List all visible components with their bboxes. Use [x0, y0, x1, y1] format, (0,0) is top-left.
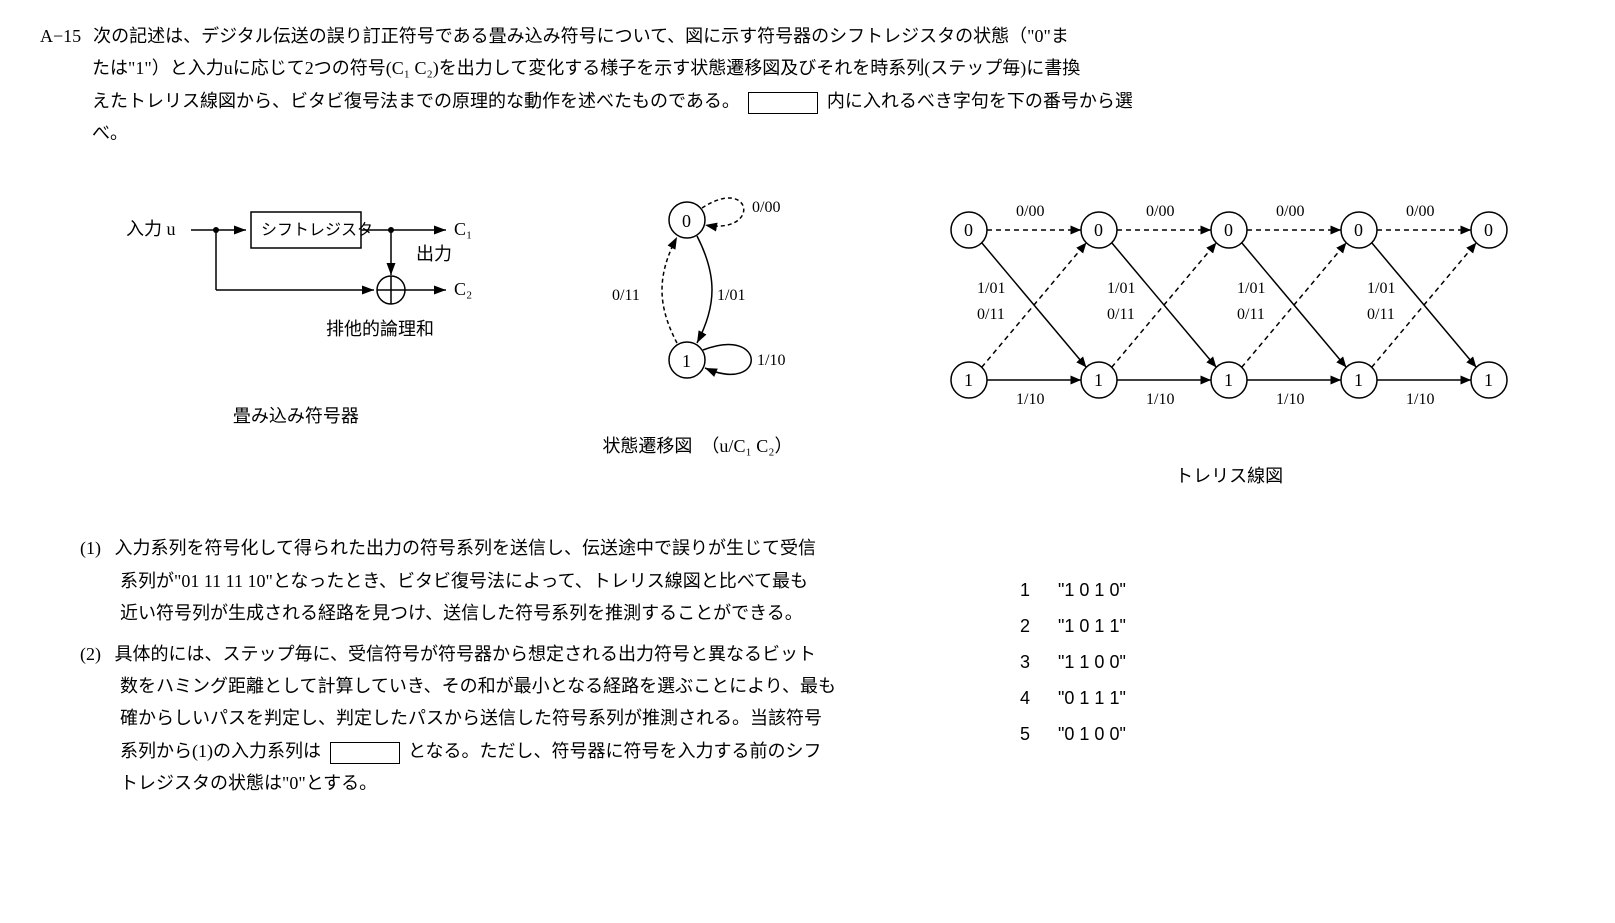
edge00: 0/00 [752, 199, 780, 216]
svg-text:1: 1 [964, 370, 973, 390]
blank-box-2 [330, 742, 400, 764]
ans-val: "1 0 1 0" [1058, 580, 1126, 600]
p2-l4b: となる。ただし、符号器に符号を入力する前のシフ [408, 741, 821, 761]
question-text-4: べ。 [40, 117, 1575, 149]
ans-val: "0 1 0 0" [1058, 724, 1126, 744]
output-label: 出力 [416, 244, 452, 264]
svg-text:0/00: 0/00 [1406, 203, 1434, 220]
p2-num: (2) [80, 638, 101, 670]
svg-text:0: 0 [1094, 220, 1103, 240]
ans-num: 1 [1020, 572, 1048, 608]
svg-text:1: 1 [1484, 370, 1493, 390]
edge110: 1/10 [757, 352, 785, 369]
p1-l1: 入力系列を符号化して得られた出力の符号系列を送信し、伝送途中で誤りが生じて受信 [115, 538, 816, 558]
question-header: A−15 次の記述は、デジタル伝送の誤り訂正符号である畳み込み符号について、図に示… [40, 20, 1575, 150]
svg-text:1/01: 1/01 [1237, 280, 1265, 297]
svg-text:1/10: 1/10 [1406, 391, 1434, 408]
svg-text:0/11: 0/11 [1237, 306, 1265, 323]
encoder-caption: 畳み込み符号器 [116, 400, 476, 432]
question-text-1: 次の記述は、デジタル伝送の誤り訂正符号である畳み込み符号について、図に示す符号器… [93, 26, 1069, 46]
trellis-diagram: 0/00 1/10 1/01 0/11 0/00 1/10 1/01 0/11 0/00 1/10… [919, 180, 1539, 493]
state0: 0 [682, 211, 691, 231]
svg-text:0/00: 0/00 [1276, 203, 1304, 220]
trellis-caption: トレリス線図 [919, 460, 1539, 492]
blank-box [748, 92, 818, 114]
svg-text:1: 1 [1354, 370, 1363, 390]
svg-text:0: 0 [1354, 220, 1363, 240]
p2-l2: 数をハミング距離として計算していき、その和が最小となる経路を選ぶことにより、最も [80, 670, 980, 702]
register-label: シフトレジスタ [261, 221, 373, 239]
ans-val: "1 0 1 1" [1058, 616, 1126, 636]
xor-label: 排他的論理和 [326, 319, 434, 339]
state-svg: 0 1 0/00 1/10 1/01 0/11 [567, 180, 827, 410]
svg-text:1: 1 [1224, 370, 1233, 390]
p1-num: (1) [80, 532, 101, 564]
svg-text:0: 0 [1224, 220, 1233, 240]
trellis-svg: 0/00 1/10 1/01 0/11 0/00 1/10 1/01 0/11 0/00 1/10… [919, 180, 1539, 440]
p2-l4a: 系列から(1)の入力系列は [120, 741, 321, 761]
svg-text:1/10: 1/10 [1276, 391, 1304, 408]
ans-num: 4 [1020, 680, 1048, 716]
ans-val: "1 1 0 0" [1058, 652, 1126, 672]
svg-text:1/10: 1/10 [1016, 391, 1044, 408]
svg-text:0/11: 0/11 [1367, 306, 1395, 323]
ans-num: 3 [1020, 644, 1048, 680]
svg-text:0/00: 0/00 [1146, 203, 1174, 220]
p1-l3: 近い符号列が生成される経路を見つけ、送信した符号系列を推測することができる。 [80, 597, 980, 629]
ans-num: 2 [1020, 608, 1048, 644]
encoder-svg: 入力 u シフトレジスタ C₁ 出力 C₂ 排他的論理和 [116, 180, 476, 380]
svg-text:0/11: 0/11 [1107, 306, 1135, 323]
svg-text:1/01: 1/01 [1367, 280, 1395, 297]
c1-label: C₁ [454, 219, 472, 239]
question-text-2: たは"1"）と入力uに応じて2つの符号(C₁ C₂)を出力して変化する様子を示す… [40, 52, 1575, 84]
svg-text:0/11: 0/11 [977, 306, 1005, 323]
question-number: A−15 [40, 26, 81, 46]
p2-l1: 具体的には、ステップ毎に、受信符号が符号器から想定される出力符号と異なるビット [115, 644, 816, 664]
svg-text:1/10: 1/10 [1146, 391, 1174, 408]
edge101: 1/01 [717, 287, 745, 304]
c2-label: C₂ [454, 279, 472, 299]
svg-text:0: 0 [1484, 220, 1493, 240]
p2-l5: トレジスタの状態は"0"とする。 [80, 767, 980, 799]
ans-num: 5 [1020, 716, 1048, 752]
encoder-diagram: 入力 u シフトレジスタ C₁ 出力 C₂ 排他的論理和 [116, 180, 476, 433]
svg-text:1: 1 [1094, 370, 1103, 390]
edge011: 0/11 [612, 287, 640, 304]
p1-l2: 系列が"01 11 11 10"となったとき、ビタビ復号法によって、トレリス線図… [80, 565, 980, 597]
question-text-3b: 内に入れるべき字句を下の番号から選 [827, 91, 1133, 111]
svg-text:0: 0 [964, 220, 973, 240]
ans-val: "0 1 1 1" [1058, 688, 1126, 708]
body-section: (1) 入力系列を符号化して得られた出力の符号系列を送信し、伝送途中で誤りが生じ… [40, 532, 1575, 807]
paragraphs: (1) 入力系列を符号化して得られた出力の符号系列を送信し、伝送途中で誤りが生じ… [80, 532, 980, 807]
diagrams-row: 入力 u シフトレジスタ C₁ 出力 C₂ 排他的論理和 [80, 180, 1575, 493]
state1: 1 [682, 351, 691, 371]
question-text-3a: えたトレリス線図から、ビタビ復号法までの原理的な動作を述べたものである。 [92, 91, 740, 111]
state-diagram: 0 1 0/00 1/10 1/01 0/11 状態遷移図 （u/C₁ C₂） [567, 180, 827, 463]
input-label: 入力 u [126, 219, 176, 239]
state-caption: 状態遷移図 （u/C₁ C₂） [567, 430, 827, 462]
answer-list: 1 "1 0 1 0" 2 "1 0 1 1" 3 "1 1 0 0" 4 "0… [1020, 532, 1126, 807]
p2-l3: 確からしいパスを判定し、判定したパスから送信した符号系列が推測される。当該符号 [80, 702, 980, 734]
svg-text:1/01: 1/01 [977, 280, 1005, 297]
svg-text:1/01: 1/01 [1107, 280, 1135, 297]
svg-text:0/00: 0/00 [1016, 203, 1044, 220]
